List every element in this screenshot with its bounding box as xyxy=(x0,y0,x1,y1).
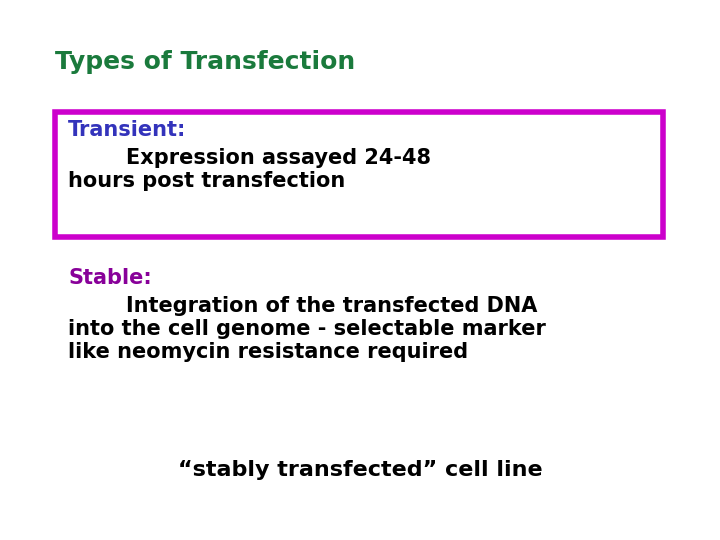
Text: Transient:: Transient: xyxy=(68,120,186,140)
Text: Expression assayed 24-48
hours post transfection: Expression assayed 24-48 hours post tran… xyxy=(68,148,431,191)
Text: Integration of the transfected DNA
into the cell genome - selectable marker
like: Integration of the transfected DNA into … xyxy=(68,296,546,362)
Text: “stably transfected” cell line: “stably transfected” cell line xyxy=(178,460,542,480)
Text: Types of Transfection: Types of Transfection xyxy=(55,50,355,74)
Bar xyxy=(55,112,663,237)
Text: Stable:: Stable: xyxy=(68,268,152,288)
